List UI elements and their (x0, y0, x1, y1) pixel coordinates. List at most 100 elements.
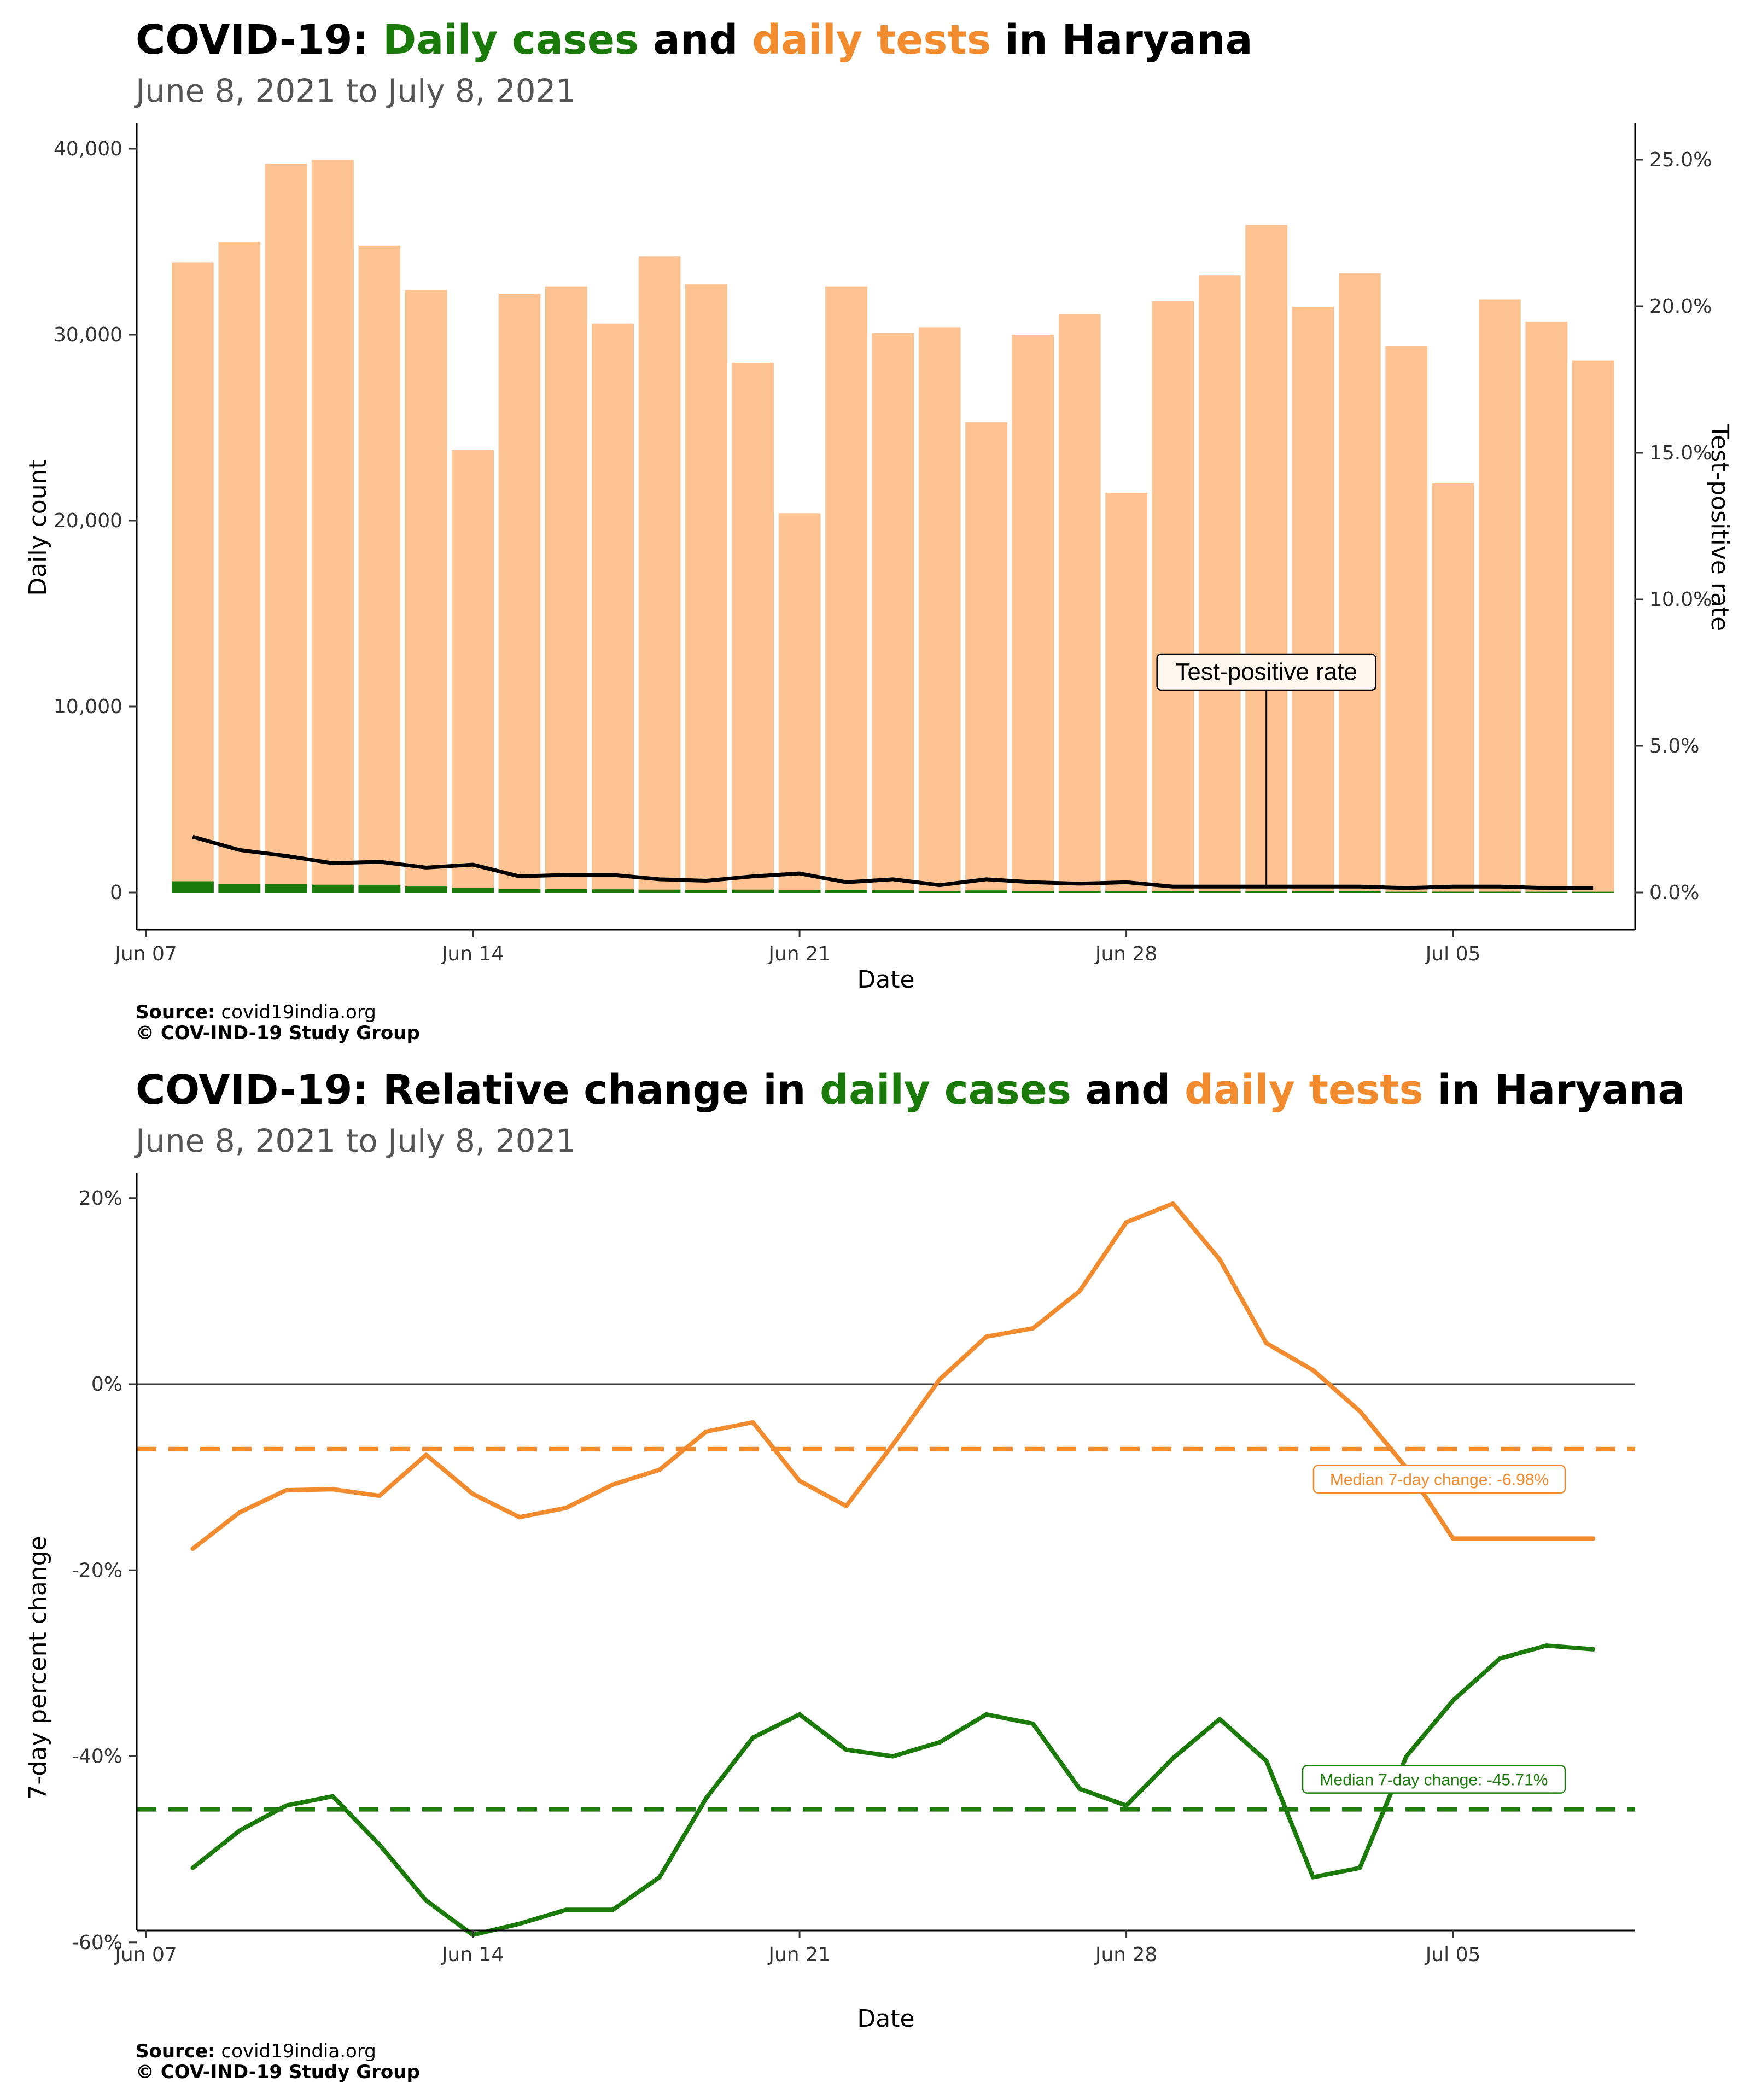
cases-bar (1012, 891, 1054, 892)
cases-bar (1479, 891, 1521, 892)
x-tick-label: Jun 14 (441, 943, 504, 965)
tests-bar (1525, 322, 1568, 893)
cases-bar (312, 884, 354, 892)
cases-bar (1105, 891, 1148, 892)
chart-subtitle: June 8, 2021 to July 8, 2021 (136, 1122, 576, 1159)
tests-bar (358, 245, 401, 892)
tests-bar (405, 290, 447, 892)
x-tick-label: Jul 05 (1425, 1944, 1481, 1966)
source-note: Source: covid19india.org © COV-IND-19 Stu… (136, 2040, 420, 2083)
cases-bar (778, 890, 821, 892)
tests-bar (1338, 273, 1381, 892)
tests-bar (1152, 301, 1194, 892)
tests-bar (498, 294, 541, 893)
median-cases-label: Median 7-day change: -45.71% (1320, 1771, 1548, 1789)
tests-bar (1479, 299, 1521, 892)
tests-bar (1385, 346, 1428, 892)
relative-change-panel: COVID-19: Relative change in daily cases… (0, 1050, 1750, 2100)
cases-bar (638, 889, 681, 892)
x-tick-label: Jun 07 (114, 943, 177, 965)
cases-bar (685, 890, 727, 892)
y-tick-label: 0 (110, 882, 122, 904)
cases-bar (452, 888, 494, 892)
tests-bar (825, 286, 867, 892)
x-tick-label: Jun 07 (114, 1944, 177, 1966)
tests-bar (218, 242, 261, 892)
cases-bar (1432, 891, 1474, 892)
cases-bar (1058, 891, 1101, 892)
cases-bar (1245, 891, 1288, 892)
x-tick-label: Jun 21 (767, 943, 831, 965)
y-axis-title: Daily count (24, 459, 52, 596)
tests-bar (918, 327, 961, 892)
tests-bar (265, 164, 307, 893)
x-tick-label: Jun 21 (767, 1944, 831, 1966)
tests-bar (965, 422, 1007, 892)
x-tick-label: Jun 28 (1094, 943, 1158, 965)
tests-bar (452, 450, 494, 892)
y-tick-label: 20,000 (54, 510, 122, 532)
cases-bar (1338, 891, 1381, 892)
y-tick-label: 20% (79, 1187, 122, 1210)
tests-bar (1012, 335, 1054, 892)
cases-bar (872, 890, 914, 892)
x-axis-title: Date (857, 966, 914, 994)
y-tick-label: -60% (72, 1932, 122, 1954)
cases-bar (545, 889, 587, 892)
y2-tick-label: 15.0% (1649, 442, 1712, 464)
cases-bar (498, 889, 541, 892)
tests-bar (592, 323, 634, 892)
tests-bar (872, 332, 914, 892)
cases-bar (825, 890, 867, 892)
daily-cases-tests-chart: Test-positive rate 0 10,000 20,000 30,000 40,… (24, 123, 1734, 994)
chart-title: COVID-19: Daily cases and daily tests in… (136, 16, 1253, 63)
tests-bar (685, 284, 727, 893)
x-axis-title: Date (857, 2005, 914, 2033)
x-tick-label: Jun 14 (441, 1944, 504, 1966)
tests-bar (1105, 493, 1148, 892)
tests-bar (732, 363, 774, 892)
tests-bar (1198, 275, 1241, 893)
tests-bar (312, 160, 354, 892)
relative-change-chart: Median 7-day change: -6.98% Median 7-day … (24, 1173, 1635, 2033)
tests-change-line (190, 1201, 1596, 1551)
annotation-label: Test-positive rate (1175, 658, 1357, 685)
tpr-line (192, 835, 1594, 890)
cases-bar (172, 881, 214, 892)
median-tests-label: Median 7-day change: -6.98% (1330, 1471, 1549, 1489)
tests-bar (1432, 483, 1474, 892)
cases-bar (592, 889, 634, 892)
tests-bar (1572, 360, 1614, 892)
tests-bar (1292, 307, 1334, 892)
chart-subtitle: June 8, 2021 to July 8, 2021 (136, 72, 576, 109)
cases-bar (732, 889, 774, 892)
cases-bar (1198, 891, 1241, 892)
y-axis-title: 7-day percent change (24, 1536, 52, 1800)
y2-tick-label: 0.0% (1649, 882, 1699, 904)
y-tick-label: -40% (72, 1746, 122, 1768)
y2-tick-label: 20.0% (1649, 295, 1712, 318)
y-tick-label: 10,000 (54, 696, 122, 718)
tests-bar (778, 513, 821, 892)
cases-bar (265, 884, 307, 892)
median-tests-label-box (1312, 1465, 1566, 1494)
cases-change-line (190, 1643, 1596, 1938)
cases-bar (405, 886, 447, 892)
tests-bar (172, 262, 214, 892)
tests-bar (638, 256, 681, 893)
tests-cases-panel: COVID-19: Daily cases and daily tests in… (24, 16, 1734, 1043)
cases-bar (965, 890, 1007, 892)
y-tick-label: 40,000 (54, 138, 122, 160)
y-tick-label: 30,000 (54, 324, 122, 346)
y2-axis-title: Test-positive rate (1706, 424, 1734, 631)
tests-bar (545, 286, 587, 892)
cases-bar (918, 891, 961, 892)
cases-bar (1292, 891, 1334, 892)
cases-bar (358, 885, 401, 892)
y2-tick-label: 25.0% (1649, 149, 1712, 171)
x-tick-label: Jul 05 (1425, 943, 1481, 965)
x-tick-label: Jun 28 (1094, 1944, 1158, 1966)
y2-tick-label: 5.0% (1649, 735, 1699, 757)
y-tick-label: -20% (72, 1559, 122, 1582)
cases-bar (1152, 891, 1194, 892)
